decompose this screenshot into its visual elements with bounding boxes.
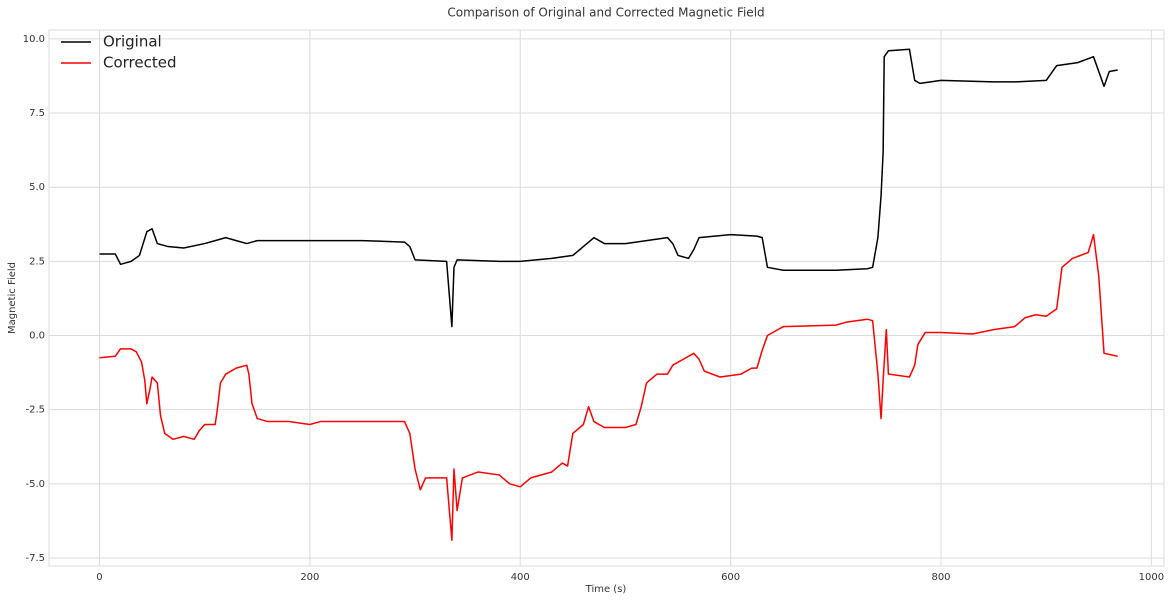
x-tick-label: 800 [931, 572, 950, 583]
legend: Original Corrected [61, 33, 177, 72]
y-tick-label: -7.5 [25, 553, 45, 564]
series-line [99, 48, 1118, 328]
legend-label: Original [103, 33, 162, 51]
series-line [99, 233, 1118, 541]
plot-area [48, 29, 1165, 567]
y-tick-label: -5.0 [25, 479, 45, 490]
x-tick-label: 200 [300, 572, 319, 583]
legend-label: Corrected [103, 54, 177, 72]
y-tick-label: 5.0 [29, 182, 45, 193]
lines [99, 48, 1118, 541]
x-tick-label: 400 [511, 572, 530, 583]
grid [49, 30, 1164, 566]
x-tick-label: 600 [721, 572, 740, 583]
chart-title: Comparison of Original and Corrected Mag… [447, 6, 764, 20]
x-tick-label: 1000 [1139, 572, 1164, 583]
y-axis-label: Magnetic Field [7, 262, 18, 334]
y-tick-label: 10.0 [23, 34, 45, 45]
x-tick-label: 0 [96, 572, 102, 583]
y-tick-label: -2.5 [25, 405, 45, 416]
y-tick-label: 2.5 [29, 256, 45, 267]
x-axis-label: Time (s) [585, 584, 627, 595]
y-tick-label: 0.0 [29, 331, 45, 342]
y-tick-label: 7.5 [29, 108, 45, 119]
